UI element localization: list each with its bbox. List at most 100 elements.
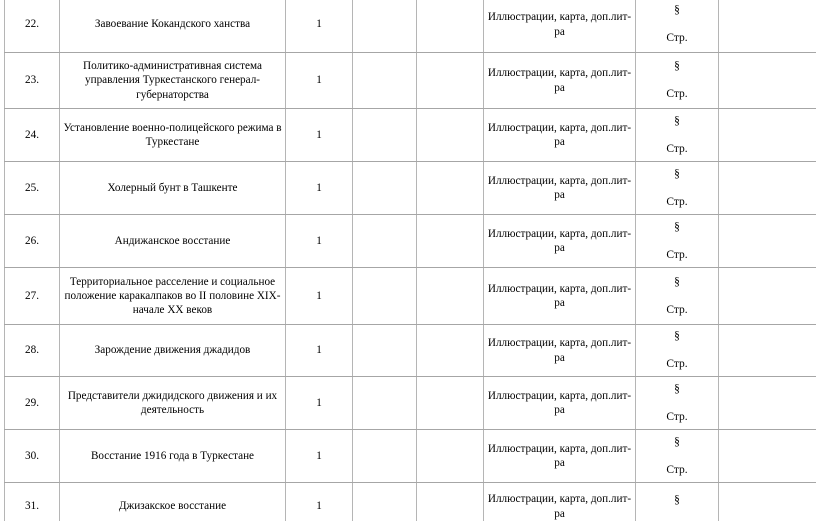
page-label: Стр. bbox=[666, 195, 688, 208]
cell-hours-count: 1 bbox=[285, 376, 353, 430]
lesson-plan-table: 22. Завоевание Кокандского ханства 1 Иллюст… bbox=[4, 0, 816, 521]
cell-topic-title: Зарождение движения джадидов bbox=[59, 324, 286, 377]
materials-text: Иллюстрации, карта, доп.лит-ра bbox=[487, 493, 632, 520]
table-row: 24. Установление военно-полицейского режи… bbox=[4, 108, 816, 162]
cell-materials-used: Иллюстрации, карта, доп.лит-ра bbox=[483, 161, 636, 215]
cell-topic-title: Установление военно-полицейского режима … bbox=[59, 108, 286, 162]
topic-text: Холерный бунт в Ташкенте bbox=[107, 181, 238, 194]
cell-hours-count: 1 bbox=[285, 324, 353, 377]
cell-blank-a bbox=[352, 0, 417, 53]
cell-blank-b bbox=[416, 482, 484, 521]
cell-blank-a bbox=[352, 429, 417, 483]
section-stack: § Стр. bbox=[639, 114, 715, 156]
cell-row-number: 28. bbox=[4, 324, 60, 377]
topic-text: Территориальное расселение и социальное … bbox=[64, 275, 281, 317]
section-symbol: § bbox=[674, 4, 680, 17]
section-symbol: § bbox=[674, 220, 680, 233]
cell-hours-count: 1 bbox=[285, 161, 353, 215]
cell-blank-tail bbox=[718, 324, 816, 377]
cell-materials-used: Иллюстрации, карта, доп.лит-ра bbox=[483, 52, 636, 109]
cell-hours-count: 1 bbox=[285, 429, 353, 483]
cell-row-number: 23. bbox=[4, 52, 60, 109]
topic-text: Андижанское восстание bbox=[114, 234, 231, 247]
cell-blank-b bbox=[416, 376, 484, 430]
cell-textbook-section: § Стр. bbox=[635, 324, 719, 377]
cell-blank-a bbox=[352, 482, 417, 521]
topic-text: Политико-административная система управл… bbox=[83, 60, 262, 101]
cell-topic-title: Холерный бунт в Ташкенте bbox=[59, 161, 286, 215]
cell-topic-title: Территориальное расселение и социальное … bbox=[59, 267, 286, 325]
section-stack: § Стр. bbox=[639, 435, 715, 477]
section-stack: § Стр. bbox=[639, 220, 715, 262]
cell-hours-count: 1 bbox=[285, 52, 353, 109]
cell-blank-b bbox=[416, 52, 484, 109]
cell-row-number: 26. bbox=[4, 214, 60, 268]
cell-blank-tail bbox=[718, 161, 816, 215]
section-stack: § bbox=[639, 487, 715, 521]
materials-text: Иллюстрации, карта, доп.лит-ра bbox=[487, 174, 632, 201]
cell-blank-b bbox=[416, 267, 484, 325]
cell-blank-b bbox=[416, 161, 484, 215]
cell-topic-title: Восстание 1916 года в Туркестане bbox=[59, 429, 286, 483]
table-row: 22. Завоевание Кокандского ханства 1 Иллюст… bbox=[4, 0, 816, 53]
section-stack: § Стр. bbox=[639, 329, 715, 371]
cell-blank-a bbox=[352, 161, 417, 215]
materials-text: Иллюстрации, карта, доп.лит-ра bbox=[487, 227, 632, 254]
cell-materials-used: Иллюстрации, карта, доп.лит-ра bbox=[483, 267, 636, 325]
cell-row-number: 25. bbox=[4, 161, 60, 215]
section-symbol: § bbox=[674, 330, 680, 343]
section-symbol: § bbox=[674, 60, 680, 73]
table-row: 29. Представители джидидского движения и … bbox=[4, 376, 816, 430]
cell-blank-tail bbox=[718, 52, 816, 109]
section-stack: § Стр. bbox=[639, 167, 715, 209]
cell-materials-used: Иллюстрации, карта, доп.лит-ра bbox=[483, 482, 636, 521]
page-label: Стр. bbox=[666, 248, 688, 261]
cell-materials-used: Иллюстрации, карта, доп.лит-ра bbox=[483, 376, 636, 430]
table-row: 25. Холерный бунт в Ташкенте 1 Иллюстрации,… bbox=[4, 161, 816, 215]
cell-blank-tail bbox=[718, 376, 816, 430]
materials-text: Иллюстрации, карта, доп.лит-ра bbox=[487, 282, 632, 309]
cell-blank-b bbox=[416, 108, 484, 162]
section-symbol: § bbox=[674, 275, 680, 288]
section-stack: § Стр. bbox=[639, 3, 715, 45]
cell-materials-used: Иллюстрации, карта, доп.лит-ра bbox=[483, 214, 636, 268]
cell-materials-used: Иллюстрации, карта, доп.лит-ра bbox=[483, 0, 636, 53]
cell-textbook-section: § Стр. bbox=[635, 429, 719, 483]
cell-materials-used: Иллюстрации, карта, доп.лит-ра bbox=[483, 429, 636, 483]
cell-hours-count: 1 bbox=[285, 482, 353, 521]
page-label: Стр. bbox=[666, 32, 688, 44]
cell-blank-b bbox=[416, 0, 484, 53]
table-row: 27. Территориальное расселение и социальн… bbox=[4, 267, 816, 325]
page-label: Стр. bbox=[666, 142, 688, 155]
cell-topic-title: Завоевание Кокандского ханства bbox=[59, 0, 286, 53]
materials-text: Иллюстрации, карта, доп.лит-ра bbox=[487, 67, 632, 94]
page-label: Стр. bbox=[666, 88, 688, 100]
cell-row-number: 30. bbox=[4, 429, 60, 483]
materials-text: Иллюстрации, карта, доп.лит-ра bbox=[487, 11, 632, 38]
table-row: 30. Восстание 1916 года в Туркестане 1 Иллю… bbox=[4, 429, 816, 483]
cell-blank-a bbox=[352, 324, 417, 377]
cell-row-number: 29. bbox=[4, 376, 60, 430]
section-stack: § Стр. bbox=[639, 275, 715, 317]
cell-row-number: 24. bbox=[4, 108, 60, 162]
table-row: 28. Зарождение движения джадидов 1 Иллюстра… bbox=[4, 324, 816, 377]
cell-blank-a bbox=[352, 52, 417, 109]
materials-text: Иллюстрации, карта, доп.лит-ра bbox=[487, 389, 632, 416]
cell-textbook-section: § Стр. bbox=[635, 52, 719, 109]
cell-blank-b bbox=[416, 214, 484, 268]
page-label: Стр. bbox=[666, 410, 688, 423]
cell-textbook-section: § Стр. bbox=[635, 214, 719, 268]
topic-text: Восстание 1916 года в Туркестане bbox=[90, 449, 255, 462]
section-symbol: § bbox=[674, 435, 680, 448]
cell-blank-tail bbox=[718, 214, 816, 268]
page-label: Стр. bbox=[666, 463, 688, 476]
cell-blank-a bbox=[352, 214, 417, 268]
cell-blank-b bbox=[416, 429, 484, 483]
section-symbol: § bbox=[674, 167, 680, 180]
cell-blank-a bbox=[352, 108, 417, 162]
cell-blank-tail bbox=[718, 482, 816, 521]
table-row: 31. Джизакское восстание 1 Иллюстрации, кар… bbox=[4, 482, 816, 521]
section-stack: § Стр. bbox=[639, 382, 715, 424]
topic-text: Джизакское восстание bbox=[118, 500, 227, 513]
